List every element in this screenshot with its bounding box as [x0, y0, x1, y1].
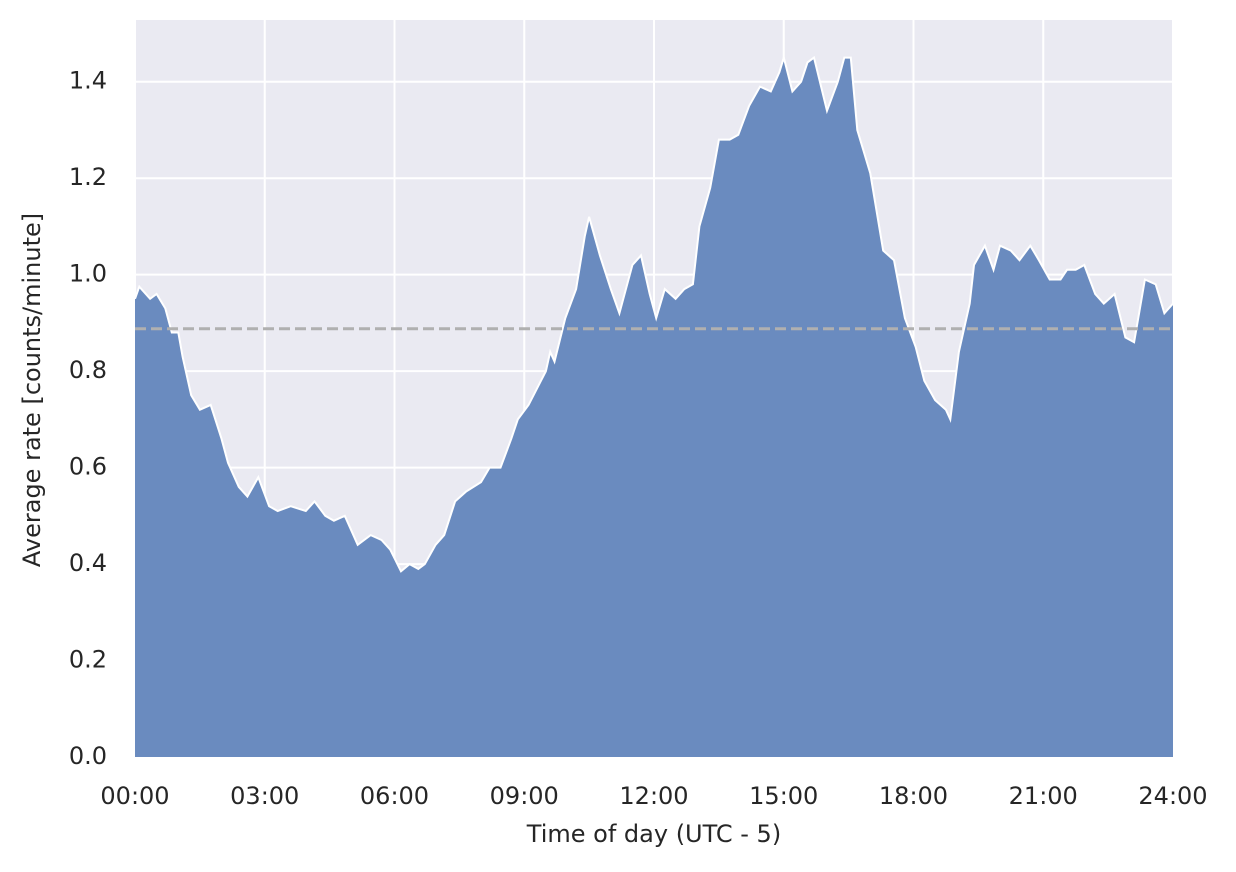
y-tick-label: 0.0	[69, 742, 107, 770]
y-tick-label: 1.0	[69, 260, 107, 288]
x-tick-label: 06:00	[360, 782, 429, 810]
y-tick-label: 1.2	[69, 163, 107, 191]
x-tick-label: 12:00	[619, 782, 688, 810]
x-tick-label: 03:00	[230, 782, 299, 810]
x-axis-label: Time of day (UTC - 5)	[526, 820, 781, 848]
y-tick-label: 0.2	[69, 646, 107, 674]
x-tick-label: 09:00	[490, 782, 559, 810]
area	[135, 57, 1173, 758]
x-tick-label: 00:00	[100, 782, 169, 810]
x-tick-label: 24:00	[1138, 782, 1207, 810]
x-tick-label: 15:00	[749, 782, 818, 810]
area-outline	[134, 53, 1174, 573]
y-tick-label: 0.4	[69, 549, 107, 577]
y-axis-label: Average rate [counts/minute]	[18, 213, 46, 567]
x-tick-label: 18:00	[879, 782, 948, 810]
x-tick-label: 21:00	[1009, 782, 1078, 810]
y-tick-label: 1.4	[69, 67, 107, 95]
y-tick-label: 0.8	[69, 356, 107, 384]
y-tick-label: 0.6	[69, 453, 107, 481]
